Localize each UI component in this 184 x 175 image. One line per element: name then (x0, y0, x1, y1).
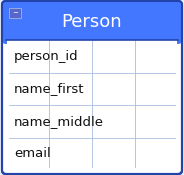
FancyBboxPatch shape (2, 1, 182, 174)
Text: Person: Person (62, 13, 122, 31)
Text: −: − (12, 10, 18, 16)
FancyBboxPatch shape (2, 1, 182, 44)
Bar (7, 40, 177, 169)
Bar (6, 23, 178, 40)
Text: name_middle: name_middle (14, 115, 104, 128)
Bar (9, 8, 21, 18)
Text: name_first: name_first (14, 82, 84, 95)
Text: email: email (14, 147, 51, 160)
Text: person_id: person_id (14, 50, 79, 63)
